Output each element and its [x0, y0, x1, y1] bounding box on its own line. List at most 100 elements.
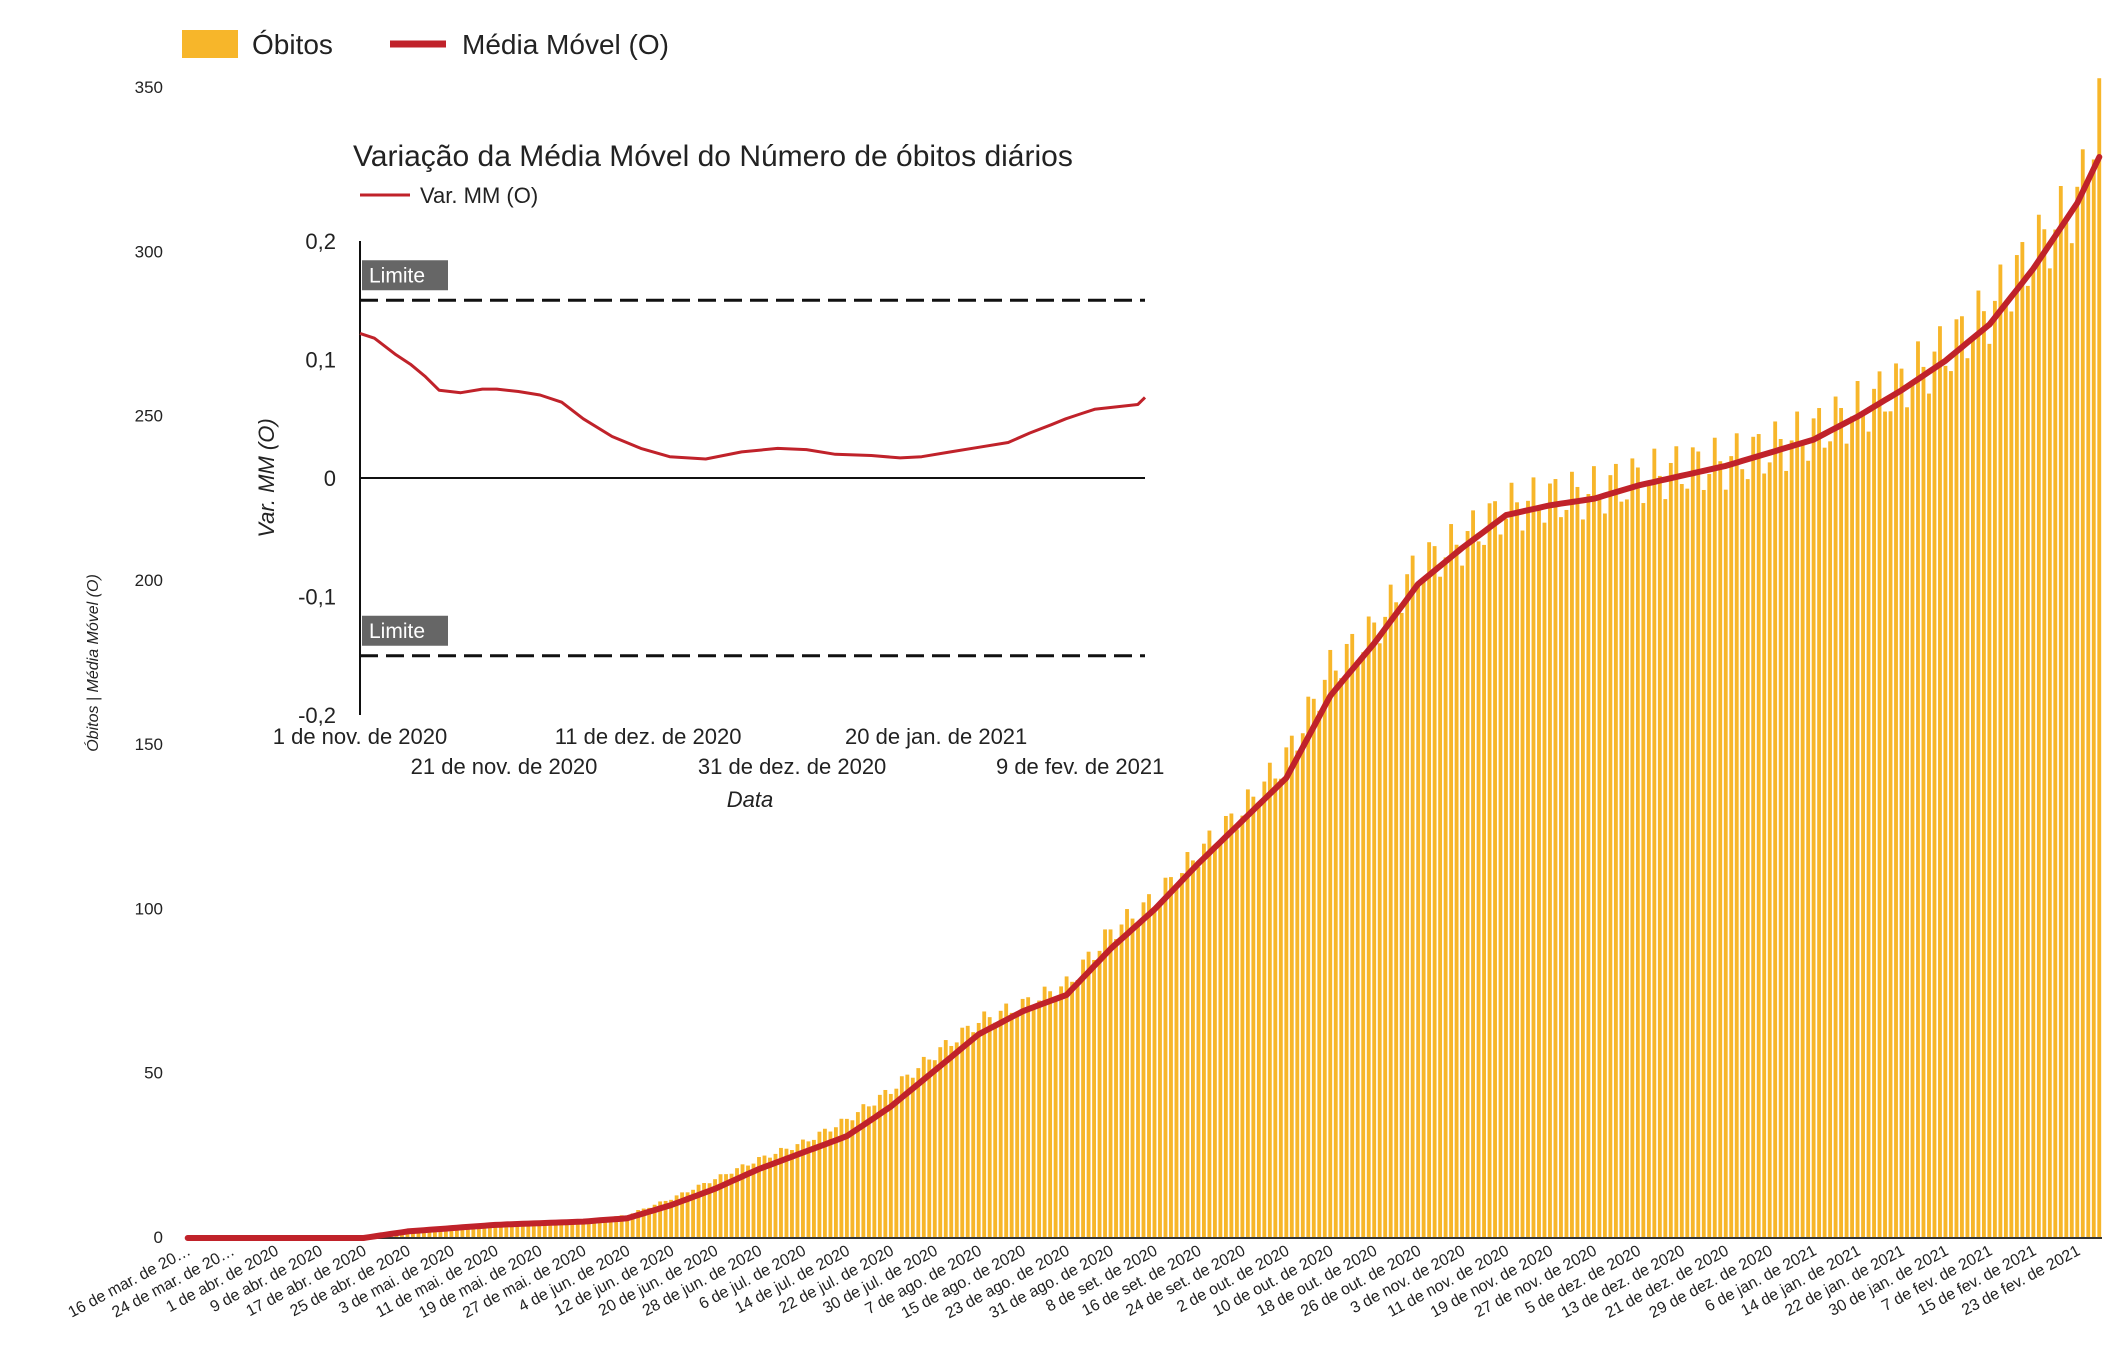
obitos-bar [460, 1227, 465, 1238]
obitos-bar [1729, 456, 1734, 1238]
obitos-bar [663, 1200, 668, 1238]
obitos-bar [971, 1032, 976, 1238]
y-tick-label: 50 [144, 1064, 163, 1083]
obitos-bar [1344, 643, 1349, 1238]
obitos-bar [422, 1230, 426, 1238]
obitos-bar [1163, 877, 1168, 1238]
obitos-bar [702, 1183, 706, 1238]
obitos-bar [938, 1047, 943, 1238]
obitos-bar [1564, 509, 1569, 1238]
obitos-bar [1339, 678, 1344, 1238]
obitos-bar [1526, 500, 1530, 1238]
obitos-bar [1537, 510, 1541, 1238]
obitos-bar [1559, 517, 1563, 1238]
y-axis-title: Óbitos | Média Móvel (O) [83, 574, 102, 752]
obitos-bar [899, 1076, 904, 1238]
obitos-bar [1075, 979, 1080, 1238]
obitos-bar [883, 1089, 888, 1238]
obitos-bar [839, 1118, 844, 1238]
obitos-bar [581, 1221, 586, 1238]
obitos-bar [1520, 530, 1525, 1238]
obitos-bar [1960, 316, 1964, 1239]
obitos-bar [597, 1218, 602, 1238]
obitos-bar [1251, 796, 1256, 1238]
obitos-bar [696, 1184, 701, 1238]
inset-y-tick-label: 0,2 [305, 229, 336, 254]
obitos-bar [647, 1207, 652, 1238]
obitos-bar [1608, 475, 1613, 1239]
obitos-bar [2091, 159, 2096, 1239]
inset-x-tick-label: 11 de dez. de 2020 [555, 724, 742, 749]
obitos-bar [1872, 388, 1876, 1239]
obitos-bar [1031, 1007, 1036, 1238]
obitos-bar [784, 1148, 789, 1238]
obitos-bar [2047, 268, 2052, 1238]
obitos-bar [998, 1010, 1003, 1238]
inset-x-tick-label: 1 de nov. de 2020 [273, 724, 448, 749]
obitos-bar [1888, 411, 1893, 1238]
obitos-bar [1487, 503, 1492, 1238]
obitos-bar [1053, 998, 1058, 1238]
obitos-bar [504, 1224, 509, 1238]
obitos-bar [729, 1173, 734, 1238]
obitos-bar [1482, 544, 1486, 1238]
obitos-bar [1070, 981, 1075, 1238]
obitos-bar [1970, 339, 1975, 1238]
obitos-bar [1207, 830, 1212, 1238]
obitos-bar [1811, 418, 1816, 1238]
obitos-bar [1328, 649, 1333, 1238]
obitos-bar [1196, 866, 1201, 1238]
obitos-bar [1152, 907, 1157, 1238]
obitos-bar [1460, 565, 1465, 1238]
obitos-bar [2014, 255, 2019, 1238]
obitos-bar [498, 1224, 503, 1238]
obitos-bar [833, 1127, 838, 1238]
obitos-bar [806, 1141, 811, 1238]
obitos-bar [465, 1227, 470, 1238]
obitos-bar [1020, 998, 1025, 1238]
obitos-bar [1905, 407, 1909, 1238]
obitos-bar [1767, 462, 1772, 1238]
obitos-bar [735, 1168, 739, 1238]
obitos-bar [1718, 461, 1723, 1238]
obitos-bar [1191, 860, 1195, 1238]
obitos-bar [1410, 555, 1415, 1238]
obitos-bar [1624, 499, 1629, 1239]
obitos-bar [1784, 470, 1789, 1239]
obitos-bar [1421, 580, 1426, 1238]
obitos-bar [1498, 534, 1503, 1238]
obitos-bar [773, 1153, 778, 1238]
obitos-bar [1712, 437, 1717, 1238]
obitos-bar [982, 1011, 987, 1238]
obitos-bar [1504, 518, 1508, 1238]
obitos-bar [449, 1228, 454, 1238]
inset-var-mm-line [359, 331, 1147, 461]
obitos-bar [1443, 557, 1448, 1238]
obitos-bar [1004, 1003, 1009, 1238]
obitos-bar [1548, 483, 1552, 1239]
obitos-bar [427, 1229, 432, 1238]
obitos-bar [1894, 363, 1898, 1239]
obitos-bar [828, 1131, 833, 1238]
obitos-bar [1613, 463, 1618, 1238]
obitos-bar [844, 1118, 849, 1238]
obitos-bar [872, 1105, 877, 1238]
obitos-bar [630, 1213, 635, 1238]
y-tick-label: 300 [135, 242, 163, 261]
obitos-bar [1059, 986, 1064, 1238]
obitos-bar [801, 1139, 805, 1238]
obitos-bar [1037, 1000, 1042, 1238]
obitos-bar [1597, 496, 1602, 1239]
obitos-bar [1169, 877, 1173, 1238]
obitos-bar [877, 1094, 882, 1238]
obitos-bar [1201, 843, 1206, 1238]
obitos-bar [1740, 469, 1745, 1238]
obitos-bar [1218, 842, 1223, 1238]
obitos-bar [751, 1163, 756, 1238]
obitos-bar [718, 1174, 723, 1238]
obitos-bar [438, 1228, 443, 1238]
obitos-bar [1465, 531, 1470, 1238]
inset-x-tick-label: 21 de nov. de 2020 [411, 754, 598, 779]
